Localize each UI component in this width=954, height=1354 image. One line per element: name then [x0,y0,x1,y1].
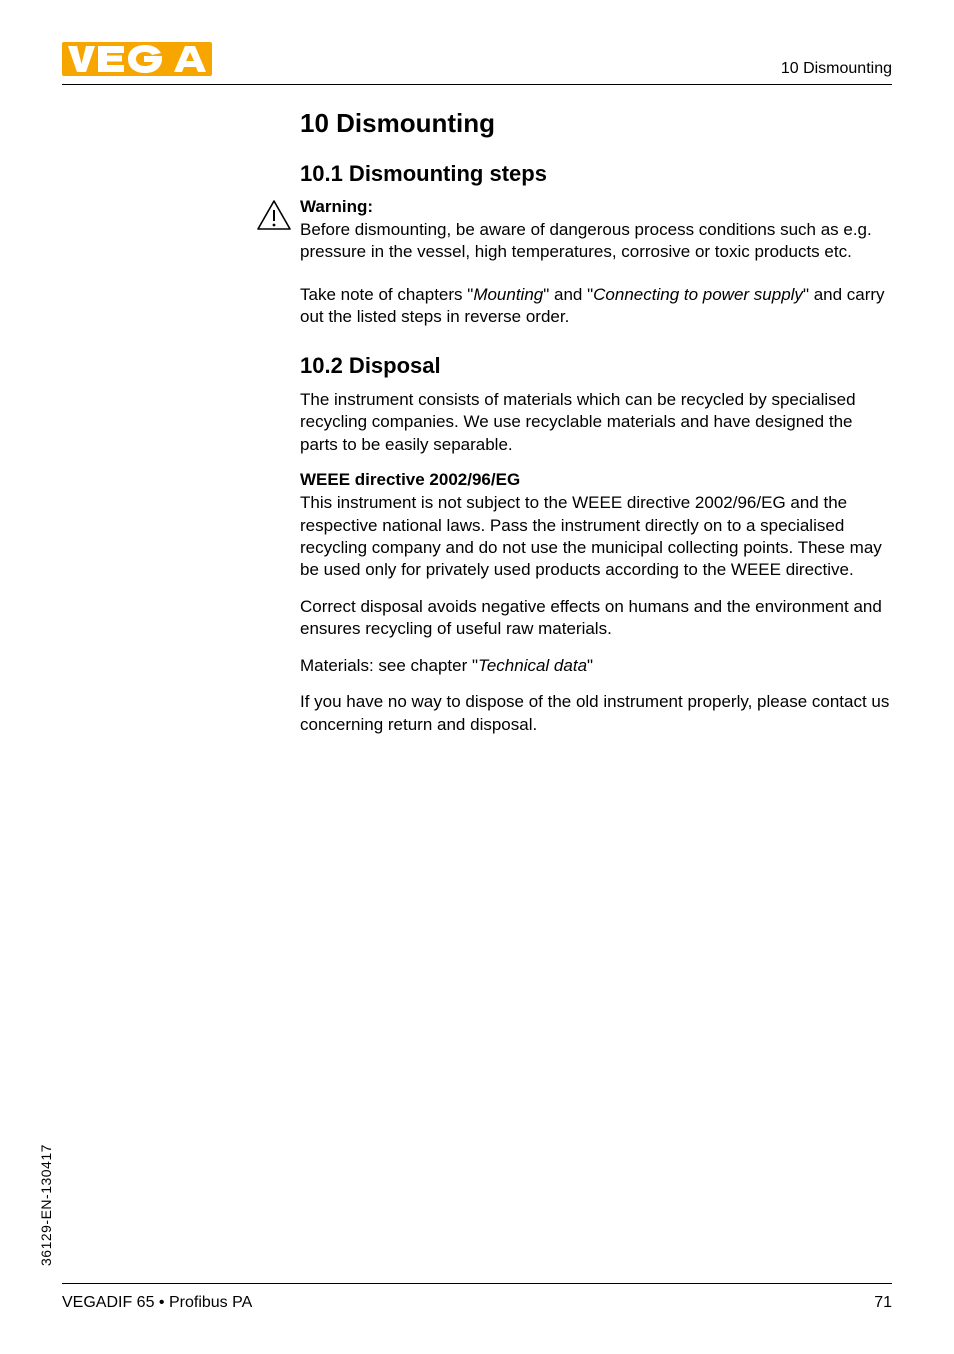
warning-label: Warning: [300,197,892,217]
footer-rule [62,1283,892,1284]
body-text: Correct disposal avoids negative effects… [300,596,892,641]
body-text: Take note of chapters "Mounting" and "Co… [300,284,892,329]
page-number: 71 [874,1294,892,1312]
header-rule [62,84,892,85]
doc-id-vertical: 36129-EN-130417 [38,1144,54,1266]
body-text: If you have no way to dispose of the old… [300,691,892,736]
body-text: This instrument is not subject to the WE… [300,492,892,582]
section-heading: 10.1 Dismounting steps [300,161,892,187]
running-header: 10 Dismounting [781,60,892,78]
warning-icon [256,199,292,236]
body-text: Materials: see chapter "Technical data" [300,655,892,677]
vega-logo [62,42,212,81]
subheading: WEEE directive 2002/96/EG [300,470,892,490]
body-text: Before dismounting, be aware of dangerou… [300,219,892,264]
chapter-title: 10 Dismounting [300,108,892,139]
body-text: The instrument consists of materials whi… [300,389,892,456]
footer-left: VEGADIF 65 • Profibus PA [62,1294,252,1312]
section-heading: 10.2 Disposal [300,353,892,379]
